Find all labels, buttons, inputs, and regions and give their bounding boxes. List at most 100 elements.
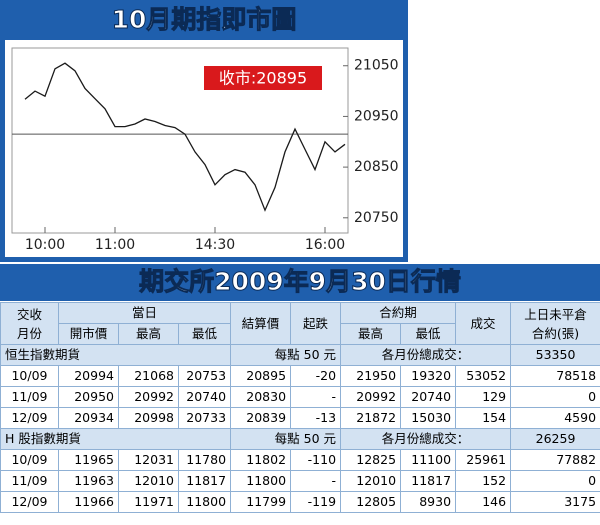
table-cell: 20753	[177, 365, 232, 387]
header-cell: 最高	[118, 323, 179, 345]
table-cell: 11963	[58, 470, 119, 492]
header-cell: 起跌	[290, 302, 342, 345]
table-cell: 20830	[230, 386, 292, 408]
table-cell: 21950	[340, 365, 402, 387]
table-cell: 4590	[510, 407, 600, 429]
header-cell: 結算價	[230, 302, 292, 345]
y-tick-label: 20850	[354, 159, 399, 175]
table-cell: 每點 50 元	[230, 344, 342, 366]
table-cell: 8930	[400, 491, 457, 513]
annotation: 收市:20895	[219, 69, 307, 88]
table-cell: 恒生指數期貨	[0, 344, 232, 366]
table-cell: 12010	[340, 470, 402, 492]
table-cell: 12031	[118, 449, 179, 471]
table-cell: 20733	[177, 407, 232, 429]
section-row: 恒生指數期貨 每點 50 元各月份總成交： 53350	[0, 344, 600, 366]
table-cell: 12/09	[0, 491, 59, 513]
table-cell: 11802	[230, 449, 292, 471]
table-cell: 12/09	[0, 407, 59, 429]
table-cell: 10/09	[0, 365, 59, 387]
table-cell: 各月份總成交：	[340, 428, 512, 450]
price-line	[24, 62, 346, 212]
table-cell: 152	[455, 470, 512, 492]
table-cell: 78518	[510, 365, 600, 387]
table-title: 期交所2009年9月30日行情	[139, 267, 461, 296]
table-cell: 26259	[510, 428, 600, 450]
table-cell: 20994	[58, 365, 119, 387]
y-tick-label: 20750	[354, 210, 399, 226]
table-cell: 0	[510, 386, 600, 408]
quote-table: 交收 月份 當日 結算價 起跌 合約期 成交 上日未平倉 合約(張) 開市價 最高 …	[0, 302, 600, 513]
table-cell: 12825	[340, 449, 402, 471]
header-cell: 最高	[340, 323, 402, 345]
table-cell: 11971	[118, 491, 179, 513]
table-cell: 20992	[118, 386, 179, 408]
table-cell: 154	[455, 407, 512, 429]
data-row: 11/09 20950 20992 20740 20830-20992 20740 129 0	[0, 386, 600, 408]
table-cell: 12010	[118, 470, 179, 492]
header-text: 月份	[16, 325, 42, 341]
table-cell: 53052	[455, 365, 512, 387]
table-cell: 21872	[340, 407, 402, 429]
table-cell: 20740	[400, 386, 457, 408]
table-cell: 15030	[400, 407, 457, 429]
data-row: 11/09 11963 12010 11817 11800-12010 11817 152 0	[0, 470, 600, 492]
chart: 10月期指即市圖 期交所2009年9月30日行情 20750 20850 20950…	[0, 0, 600, 301]
data-row: 12/09 11966 11971 11800 11799 -119 12805 8930 14…	[0, 491, 600, 513]
y-tick-label: 21050	[354, 58, 399, 74]
table-cell: 11100	[400, 449, 457, 471]
table-cell: 11817	[177, 470, 232, 492]
x-tick-label: 11:00	[95, 237, 135, 253]
table-cell: -13	[290, 407, 342, 429]
header-cell: 成交	[455, 302, 512, 345]
header-cell: 當日	[57, 302, 232, 324]
table-cell: 20740	[177, 386, 232, 408]
y-tick-label: 20950	[354, 108, 399, 124]
table-body: 恒生指數期貨 每點 50 元各月份總成交： 53350 10/09 20994 21068…	[0, 344, 600, 513]
header-cell: 交收 月份	[0, 302, 59, 345]
data-row: 10/09 11965 12031 11780 11802 -110 12825 11100 2…	[0, 449, 600, 471]
table-cell: H 股指數期貨	[0, 428, 232, 450]
table-cell: 20895	[230, 365, 292, 387]
table-cell: 11966	[58, 491, 119, 513]
table-cell: 11/09	[0, 470, 59, 492]
header-text: 交收	[16, 306, 42, 322]
table-cell: 11/09	[0, 386, 59, 408]
table-cell: 每點 50 元	[230, 428, 342, 450]
table-cell: 3175	[510, 491, 600, 513]
table-cell: 20934	[58, 407, 119, 429]
header-text: 上日未平倉	[524, 306, 587, 322]
table-cell: 各月份總成交：	[340, 344, 512, 366]
header-cell: 最低	[177, 323, 232, 345]
table-cell: 53350	[510, 344, 600, 366]
table-cell: -	[290, 386, 342, 408]
table-cell: -	[290, 470, 342, 492]
table-cell: 0	[510, 470, 600, 492]
table-cell: -110	[290, 449, 342, 471]
table-cell: 129	[455, 386, 512, 408]
chart-title: 10月期指即市圖	[112, 5, 297, 34]
table-cell: 11800	[177, 491, 232, 513]
table-title-bar	[0, 264, 600, 301]
header-cell: 開市價	[58, 323, 119, 345]
header-text: 合約(張)	[531, 325, 580, 341]
annotation-box	[204, 66, 322, 90]
x-tick-label: 10:00	[25, 237, 65, 253]
table-cell: 11799	[230, 491, 292, 513]
header-cell: 合約期	[340, 302, 457, 324]
data-row: 12/09 20934 20998 20733 20839 -13 21872 15030 15…	[0, 407, 600, 429]
table-cell: 11800	[230, 470, 292, 492]
table-cell: 19320	[400, 365, 457, 387]
table-cell: -20	[290, 365, 342, 387]
table-cell: 20839	[230, 407, 292, 429]
table-cell: 12805	[340, 491, 402, 513]
table-cell: 11817	[400, 470, 457, 492]
table-cell: 20998	[118, 407, 179, 429]
header-cell: 上日未平倉合約(張)	[510, 302, 600, 345]
table-cell: 11780	[177, 449, 232, 471]
table-cell: 77882	[510, 449, 600, 471]
table-cell: 21068	[118, 365, 179, 387]
table-cell: 20950	[58, 386, 119, 408]
x-tick-label: 16:00	[305, 237, 345, 253]
